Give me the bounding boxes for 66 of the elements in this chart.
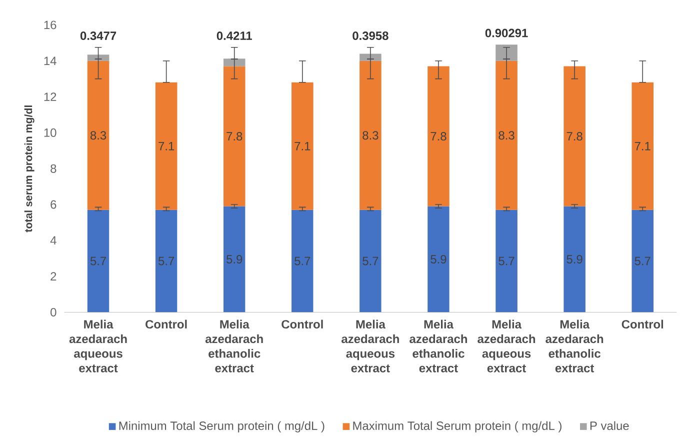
bar — [496, 210, 518, 312]
data-label: 5.9 — [226, 255, 242, 264]
bar — [360, 54, 382, 61]
data-label: 7.8 — [566, 132, 582, 141]
data-label: 5.9 — [430, 255, 446, 264]
bar — [87, 210, 110, 312]
x-tick-label: Control — [282, 320, 323, 329]
data-label: 8.3 — [362, 131, 378, 140]
data-label: 5.7 — [158, 256, 174, 266]
bar — [292, 210, 314, 312]
data-label: 5.7 — [90, 256, 106, 266]
x-tick-label: Melia azedarach aqueous extract — [478, 320, 536, 372]
y-tick-label: 10 — [44, 128, 56, 137]
y-tick-label: 2 — [50, 272, 56, 281]
y-tick-label: 16 — [44, 20, 56, 30]
bar — [564, 66, 586, 206]
y-tick-label: 12 — [44, 92, 56, 101]
bar — [496, 60, 518, 210]
x-tick-label: Melia azedarach ethanolic extract — [410, 320, 467, 372]
bar — [155, 82, 178, 210]
data-label: 5.7 — [362, 256, 378, 266]
data-label: 5.7 — [294, 256, 310, 266]
data-label: 0.4211 — [216, 32, 252, 40]
bar — [360, 60, 382, 210]
data-label: 8.3 — [90, 131, 106, 140]
bar — [292, 82, 314, 210]
legend-label: Minimum Total Serum protein ( mg/dL ) — [119, 421, 324, 432]
bar — [87, 60, 110, 210]
data-label: 5.9 — [566, 255, 582, 264]
bar — [496, 44, 518, 61]
data-label: 7.1 — [294, 142, 310, 150]
y-tick-label: 14 — [44, 56, 56, 65]
data-label: 7.1 — [158, 142, 174, 150]
bar — [428, 206, 450, 312]
bar — [87, 54, 110, 61]
legend-label: P value — [590, 421, 629, 430]
bar — [223, 206, 246, 312]
data-label: 5.7 — [634, 256, 650, 266]
bar — [632, 82, 654, 210]
x-tick-label: Melia azedarach aqueous extract — [69, 320, 127, 372]
data-label: 8.3 — [498, 131, 514, 140]
x-tick-label: Control — [622, 320, 664, 329]
y-tick-label: 4 — [50, 236, 56, 245]
data-label: 0.90291 — [485, 28, 528, 38]
bar — [155, 210, 178, 312]
x-tick-label: Control — [146, 320, 187, 329]
data-label: 7.1 — [634, 142, 650, 150]
bar — [223, 58, 246, 66]
y-axis-title: total serum protein mg/dl — [24, 106, 34, 232]
bar — [564, 206, 586, 312]
y-tick-label: 8 — [50, 164, 56, 173]
bar — [632, 210, 654, 312]
data-label: 7.8 — [226, 132, 242, 141]
data-label: 5.7 — [498, 256, 514, 266]
legend-label: Maximum Total Serum protein ( mg/dL ) — [353, 421, 562, 432]
data-label: 7.8 — [430, 132, 446, 141]
data-label: 0.3477 — [80, 32, 116, 40]
x-tick-label: Melia azedarach ethanolic extract — [205, 320, 263, 372]
x-tick-label: Melia azedarach ethanolic extract — [546, 320, 604, 372]
bar — [223, 66, 246, 206]
x-tick-label: Melia azedarach aqueous extract — [342, 320, 399, 372]
bar — [428, 66, 450, 206]
data-label: 0.3958 — [352, 32, 388, 40]
bar — [360, 210, 382, 312]
y-tick-label: 0 — [50, 308, 56, 316]
y-tick-label: 6 — [50, 200, 56, 209]
